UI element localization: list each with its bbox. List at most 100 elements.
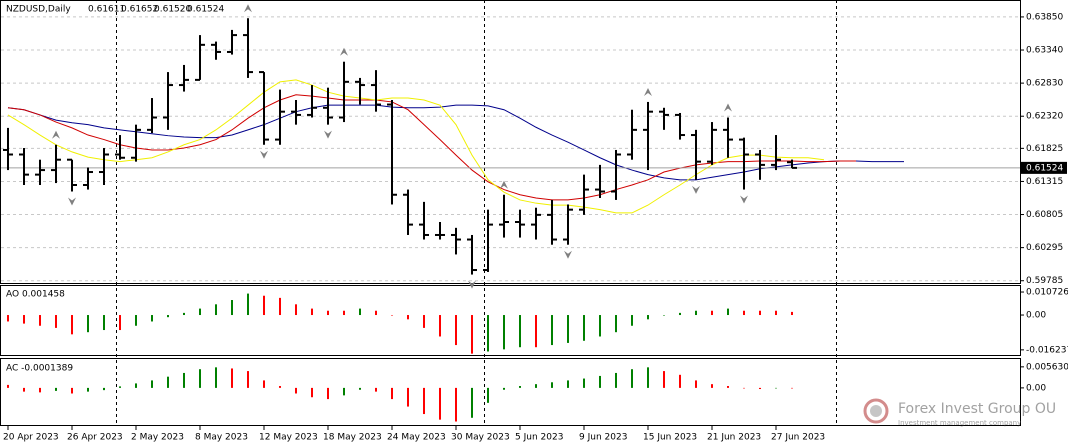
histogram-bar <box>327 387 329 400</box>
histogram-bar <box>471 315 473 354</box>
histogram-bar <box>23 315 25 324</box>
histogram-bar <box>631 369 633 388</box>
histogram-bar <box>263 295 265 316</box>
x-tick-label: 18 May 2023 <box>323 433 382 443</box>
histogram-bar <box>215 304 217 316</box>
histogram-bar <box>39 315 41 326</box>
histogram-bar <box>295 304 297 316</box>
histogram-bar <box>679 374 681 388</box>
histogram-bar <box>775 310 777 316</box>
x-tick-label: 12 May 2023 <box>259 433 318 443</box>
histogram-bar <box>647 315 649 320</box>
histogram-bar <box>55 387 57 391</box>
ao-title: AO 0.001458 <box>6 290 65 300</box>
x-tick-label: 21 Jun 2023 <box>707 433 761 443</box>
histogram-bar <box>535 315 537 348</box>
ao-panel-frame <box>0 285 1021 356</box>
histogram-bar <box>743 387 745 389</box>
fractal-down <box>68 197 76 206</box>
histogram-bar <box>407 387 409 407</box>
histogram-bar <box>311 308 313 316</box>
fractal-down <box>692 185 700 194</box>
histogram-bar <box>71 315 73 335</box>
histogram-bar <box>599 375 601 388</box>
histogram-bar <box>327 310 329 316</box>
histogram-bar <box>359 308 361 316</box>
histogram-bar <box>583 378 585 388</box>
x-tick-label: 20 Apr 2023 <box>3 433 59 443</box>
ac-panel-frame <box>0 358 1021 426</box>
histogram-bar <box>151 380 153 388</box>
histogram-bar <box>583 315 585 341</box>
histogram-bar <box>391 387 393 400</box>
watermark: Forex Invest Group OU Investment managem… <box>863 398 1056 427</box>
histogram-bar <box>7 384 9 388</box>
ac-title: AC -0.0001389 <box>6 364 73 374</box>
x-tick-label: 27 Jun 2023 <box>771 433 825 443</box>
x-tick-label: 5 Jun 2023 <box>515 433 563 443</box>
histogram-bar <box>775 387 777 389</box>
histogram-bar <box>695 310 697 316</box>
x-tick-label: 24 May 2023 <box>387 433 446 443</box>
histogram-bar <box>311 387 313 398</box>
open-value: 0.61611 <box>88 5 125 15</box>
histogram-bar <box>647 367 649 388</box>
histogram-bar <box>199 369 201 388</box>
histogram-bar <box>423 315 425 328</box>
x-tick-label: 15 Jun 2023 <box>643 433 697 443</box>
histogram-bar <box>407 315 409 320</box>
high-value: 0.61652 <box>121 5 158 15</box>
y-tick-label: 0.60805 <box>1026 210 1063 220</box>
y-tick-label: 0.00 <box>1026 383 1046 393</box>
price-label: 0.61524 <box>1026 163 1063 173</box>
histogram-bar <box>455 315 457 346</box>
close-value: 0.61524 <box>187 5 224 15</box>
y-tick-label: 0.00 <box>1026 311 1046 321</box>
histogram-bar <box>791 311 793 316</box>
histogram-bar <box>727 308 729 316</box>
histogram-bar <box>119 315 121 331</box>
low-value: 0.61520 <box>154 5 191 15</box>
histogram-bar <box>231 300 233 316</box>
histogram-bar <box>7 315 9 322</box>
y-tick-label: 0.62830 <box>1026 79 1063 89</box>
histogram-bar <box>247 371 249 388</box>
histogram-bar <box>439 387 441 420</box>
x-tick-label: 2 May 2023 <box>131 433 184 443</box>
histogram-bar <box>247 293 249 316</box>
histogram-bar <box>151 315 153 322</box>
y-tick-label: 0.63340 <box>1026 46 1063 56</box>
y-tick-label: 0.61315 <box>1026 177 1063 187</box>
histogram-bar <box>279 386 281 388</box>
histogram-bar <box>711 310 713 316</box>
histogram-bar <box>279 297 281 316</box>
histogram-bar <box>167 315 169 318</box>
fractal-up <box>340 47 348 56</box>
histogram-bar <box>263 380 265 388</box>
histogram-bar <box>375 310 377 316</box>
price-header: NZDUSD,Daily 0.61611 0.61652 0.61520 0.6… <box>6 5 224 374</box>
histogram-bar <box>695 380 697 388</box>
fractal-up <box>52 130 60 139</box>
y-tick-label: 0.010726 <box>1026 288 1068 298</box>
histogram-bar <box>295 387 297 394</box>
histogram-bar <box>231 368 233 388</box>
symbol-title: NZDUSD,Daily <box>6 5 71 15</box>
histogram-bar <box>423 387 425 415</box>
histogram-bar <box>39 387 41 393</box>
histogram-bar <box>471 387 473 418</box>
histogram-bar <box>391 315 393 316</box>
x-tick-label: 30 May 2023 <box>451 433 510 443</box>
fractal-down <box>468 280 476 289</box>
histogram-bar <box>711 384 713 388</box>
histogram-bar <box>759 310 761 316</box>
histogram-bar <box>23 387 25 392</box>
fractal-down <box>564 250 572 259</box>
histogram-bar <box>487 387 489 403</box>
histogram-bar <box>71 387 73 394</box>
histogram-bar <box>631 315 633 326</box>
histogram-bar <box>679 312 681 316</box>
histogram-bar <box>55 315 57 328</box>
histogram-bar <box>375 387 377 392</box>
y-tick-label: 0.62320 <box>1026 112 1063 122</box>
